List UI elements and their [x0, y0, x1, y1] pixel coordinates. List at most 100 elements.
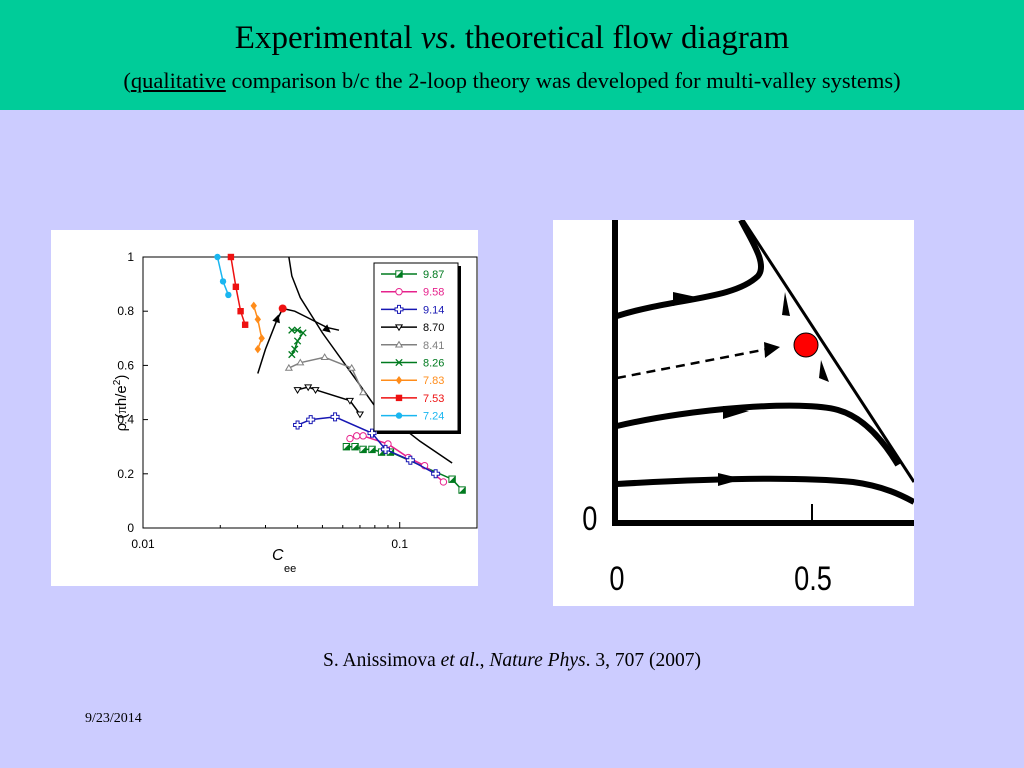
- arrow-on-separatrix-upper: [782, 292, 790, 316]
- data-point: [345, 397, 355, 405]
- y-tick-label: 0.2: [117, 467, 134, 481]
- x-axis-label-sub: ee: [284, 563, 296, 575]
- slide-title: Experimental vs. theoretical flow diagra…: [0, 20, 1024, 57]
- flow-line: [257, 308, 284, 374]
- data-point: [359, 388, 368, 396]
- slide-subtitle: (qualitative comparison b/c the 2-loop t…: [0, 68, 1024, 94]
- data-point: [395, 288, 403, 296]
- data-point: [355, 411, 365, 419]
- data-point-fill: [351, 443, 359, 450]
- citation-journal: Nature Phys: [489, 650, 586, 671]
- data-point: [311, 387, 320, 394]
- series-9-14: [293, 412, 441, 479]
- x-tick-label: 0.1: [391, 537, 408, 551]
- data-point: [293, 420, 303, 430]
- fixed-point-marker: [793, 332, 819, 358]
- series-line: [230, 256, 246, 325]
- separatrix-line: [741, 219, 916, 483]
- flow-arrow: [272, 314, 280, 324]
- flow-arrow: [322, 324, 331, 333]
- x-axis-label: C: [272, 547, 284, 564]
- x-tick-label: 0.01: [131, 537, 155, 551]
- data-point: [258, 334, 265, 343]
- diagram-xtick-0: 0: [609, 559, 624, 598]
- data-point: [394, 324, 404, 332]
- data-point: [395, 394, 403, 402]
- data-point: [431, 469, 441, 479]
- theory-diagram-panel: 0 0 0.5: [553, 218, 916, 606]
- series-7-24: [214, 253, 232, 299]
- data-point: [254, 344, 261, 354]
- legend-label: 7.53: [423, 393, 444, 405]
- legend-label: 8.70: [423, 322, 444, 334]
- flow-line-top: [616, 218, 765, 319]
- flow-line-bottom: [616, 475, 916, 505]
- subtitle-qualitative: qualitative: [130, 68, 226, 93]
- data-point: [347, 363, 356, 371]
- flow-line: [288, 256, 453, 464]
- data-point: [219, 278, 227, 285]
- subtitle-text: comparison b/c the 2-loop theory was dev…: [225, 68, 901, 93]
- data-point: [288, 350, 296, 359]
- title-text-rest: . theoretical flow diagram: [448, 20, 790, 56]
- data-point: [367, 428, 377, 438]
- data-point: [225, 291, 232, 299]
- slide-date: 9/23/2014: [85, 711, 142, 726]
- citation-volume: . 3, 707 (2007): [585, 650, 701, 671]
- legend-label: 9.87: [423, 269, 444, 281]
- data-point: [288, 326, 296, 334]
- theory-flow-diagram: 0 0 0.5: [582, 218, 916, 598]
- legend-label: 8.41: [423, 340, 444, 352]
- data-point: [293, 326, 302, 334]
- legend-label: 9.58: [423, 287, 444, 299]
- data-point-fill: [395, 270, 403, 278]
- data-point: [232, 283, 240, 291]
- flow-lines: [257, 256, 453, 464]
- data-point: [237, 308, 244, 315]
- data-point: [293, 337, 302, 345]
- experimental-chart-panel: 0 0.2 0.4 0.6 0.8 1 0.01 0.1 9.87 9.58 9.14 8.70 8…: [51, 230, 478, 586]
- data-point: [284, 363, 293, 371]
- data-point: [439, 478, 448, 486]
- data-point: [394, 304, 404, 314]
- data-point: [346, 434, 354, 443]
- data-point-fill: [458, 486, 466, 494]
- data-point: [394, 340, 404, 348]
- data-point: [241, 321, 249, 328]
- data-point: [353, 432, 361, 440]
- experimental-chart: 0 0.2 0.4 0.6 0.8 1 0.01 0.1 9.87 9.58 9.14 8.70 8…: [112, 250, 478, 575]
- citation: S. Anissimova et al., Nature Phys. 3, 70…: [0, 650, 1024, 672]
- y-tick-label: 0.4: [117, 413, 134, 427]
- diagram-xtick-05: 0.5: [794, 559, 832, 598]
- data-point: [395, 412, 403, 419]
- data-point-fill: [387, 448, 394, 456]
- citation-sep: .,: [474, 650, 490, 671]
- data-point: [359, 432, 367, 440]
- data-point-fill: [378, 448, 385, 456]
- y-tick-label: 0: [127, 521, 134, 535]
- y-axis: 0 0.2 0.4 0.6 0.8 1: [117, 250, 148, 535]
- data-point: [296, 358, 305, 366]
- data-point: [405, 455, 415, 465]
- arrow-on-separatrix-lower: [819, 360, 829, 382]
- y-tick-label: 0.6: [117, 358, 134, 372]
- citation-author: S. Anissimova: [323, 650, 441, 671]
- data-point: [395, 358, 403, 367]
- data-point: [293, 387, 302, 394]
- title-vs: vs: [420, 20, 449, 56]
- legend-label: 9.14: [423, 304, 444, 316]
- legend-label: 7.83: [423, 375, 444, 387]
- series-8-26: [288, 326, 307, 359]
- data-point: [306, 415, 316, 425]
- data-point: [214, 253, 221, 261]
- y-tick-label: 1: [127, 250, 134, 264]
- series-7-53: [227, 253, 249, 328]
- flow-line: [282, 307, 340, 331]
- flow-line-dashed: [616, 346, 774, 380]
- diagram-ytick-0: 0: [582, 499, 597, 538]
- legend-label: 7.24: [423, 411, 444, 423]
- legend-label: 8.26: [423, 358, 444, 370]
- series-8-70: [293, 384, 365, 419]
- data-point: [250, 301, 257, 310]
- legend: 9.87 9.58 9.14 8.70 8.41 8.26 7.83 7.53 7.24: [373, 262, 461, 434]
